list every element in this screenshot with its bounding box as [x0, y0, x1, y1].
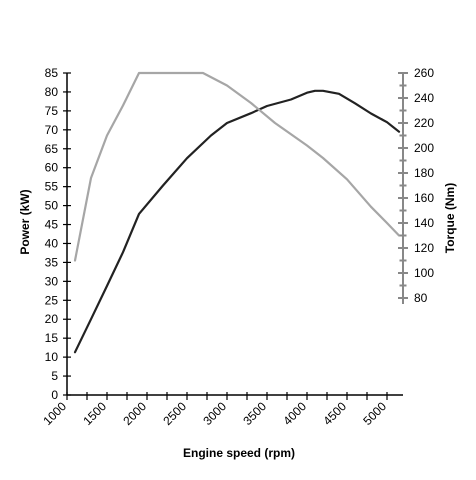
torque-tick-label: 220: [414, 116, 434, 130]
power-tick-label: 15: [45, 331, 59, 345]
torque-tick-label: 100: [414, 266, 434, 280]
torque-tick-label: 200: [414, 141, 434, 155]
engine-speed-tick-label: 5000: [360, 399, 389, 428]
torque-tick-label: 160: [414, 191, 434, 205]
torque-tick-label: 180: [414, 166, 434, 180]
power-tick-label: 45: [45, 218, 59, 232]
torque-axis: 80 100 120 140 160 180 200 220 240 260: [398, 66, 434, 305]
power-tick-label: 20: [45, 312, 59, 326]
x-axis-title: Engine speed (rpm): [183, 446, 295, 460]
power-tick-label: 40: [45, 236, 59, 250]
torque-tick-label: 140: [414, 216, 434, 230]
torque-tick-label: 260: [414, 66, 434, 80]
engine-speed-tick-label: 4500: [320, 399, 349, 428]
power-tick-label: 85: [45, 66, 59, 80]
power-tick-label: 30: [45, 274, 59, 288]
power-series-line: [73, 89, 401, 354]
engine-speed-axis: 1000 1500 2000 2500 3000 3500 4000 4500 5000: [40, 392, 403, 428]
power-tick-label: 80: [45, 85, 59, 99]
series-lines: [73, 71, 401, 354]
torque-tick-label: 80: [414, 291, 428, 305]
engine-speed-tick-label: 3500: [240, 399, 269, 428]
power-tick-label: 35: [45, 255, 59, 269]
power-tick-label: 10: [45, 350, 59, 364]
power-tick-label: 65: [45, 142, 59, 156]
power-tick-label: 75: [45, 104, 59, 118]
power-tick-label: 5: [51, 369, 58, 383]
engine-speed-tick-label: 1500: [80, 399, 109, 428]
torque-tick-label: 240: [414, 91, 434, 105]
power-tick-label: 50: [45, 199, 59, 213]
torque-tick-label: 120: [414, 241, 434, 255]
torque-series-line: [73, 71, 401, 262]
power-tick-label: 55: [45, 180, 59, 194]
engine-speed-tick-label: 2500: [160, 399, 189, 428]
engine-speed-tick-label: 2000: [120, 399, 149, 428]
y-axis-left-title: Power (kW): [18, 189, 32, 254]
engine-speed-tick-label: 3000: [200, 399, 229, 428]
power-tick-label: 25: [45, 293, 59, 307]
power-axis: 0 5 10 15 20 25 30 35 40 45 50 55 60 65 70 75 80 85: [45, 66, 71, 402]
engine-speed-tick-label: 4000: [280, 399, 309, 428]
power-tick-label: 70: [45, 123, 59, 137]
y-axis-right-title: Torque (Nm): [443, 183, 457, 253]
engine-speed-tick-label: 1000: [40, 399, 69, 428]
power-tick-label: 0: [51, 388, 58, 402]
power-tick-label: 60: [45, 161, 59, 175]
